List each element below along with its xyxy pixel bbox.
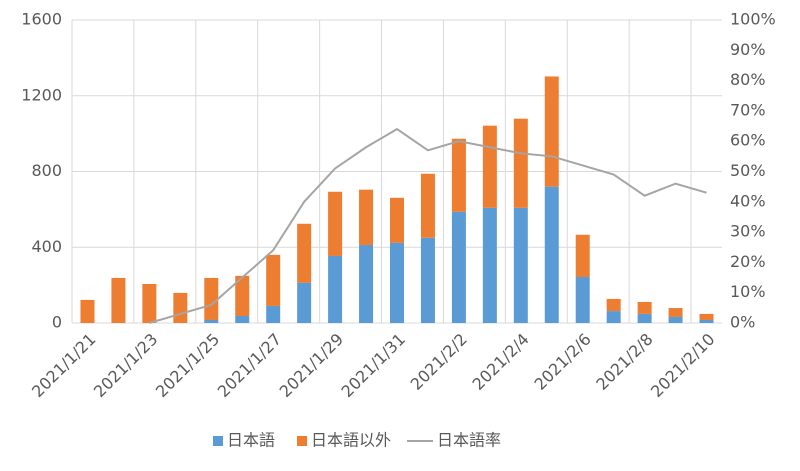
x-tick-label: 2021/1/29 <box>276 330 347 401</box>
bar <box>482 207 497 323</box>
bar <box>420 237 435 323</box>
x-tick-label: 2021/2/8 <box>592 330 656 394</box>
bar <box>328 255 343 323</box>
y-tick-label: 1600 <box>21 10 62 29</box>
x-tick-label: 2021/2/6 <box>530 330 594 394</box>
bar <box>637 313 652 323</box>
bar <box>451 211 466 323</box>
bar <box>204 277 219 320</box>
bar <box>266 254 281 306</box>
bar <box>544 76 559 187</box>
bar <box>637 301 652 314</box>
bar <box>420 173 435 238</box>
x-tick-label: 2021/2/2 <box>407 330 471 394</box>
bar <box>668 316 683 323</box>
bar <box>513 118 528 208</box>
y-tick-label: 0 <box>52 313 62 332</box>
y2-tick-label: 80% <box>730 70 766 89</box>
y-tick-label: 1200 <box>21 85 62 104</box>
bar <box>142 283 157 323</box>
x-tick-label: 2021/1/21 <box>28 330 99 401</box>
y2-tick-label: 20% <box>730 252 766 271</box>
legend-label: 日本語 <box>227 431 275 450</box>
legend-marker <box>213 436 223 446</box>
x-tick-label: 2021/2/10 <box>647 330 718 401</box>
x-tick-label: 2021/2/4 <box>469 330 533 394</box>
bar <box>544 186 559 323</box>
x-tick-label: 2021/1/25 <box>152 330 223 401</box>
legend-label: 日本語率 <box>437 431 501 450</box>
legend-marker <box>297 436 308 446</box>
bar <box>390 197 404 243</box>
y-tick-label: 400 <box>31 237 62 256</box>
bar <box>699 313 714 320</box>
line <box>149 127 707 324</box>
y2-tick-label: 30% <box>730 222 766 241</box>
bar <box>328 191 343 256</box>
x-tick-label: 2021/1/23 <box>90 330 161 401</box>
bar <box>606 298 621 312</box>
bar <box>451 138 466 212</box>
y2-tick-label: 0% <box>730 313 755 332</box>
y2-tick-label: 90% <box>730 40 766 59</box>
x-tick-label: 2021/1/27 <box>214 330 285 401</box>
bar <box>482 125 497 208</box>
bar <box>297 282 312 323</box>
bar <box>575 276 590 323</box>
bar <box>606 311 621 323</box>
bar <box>575 234 590 277</box>
bar <box>390 242 404 323</box>
y-tick-label: 800 <box>31 161 62 180</box>
y2-tick-label: 10% <box>730 282 766 301</box>
x-tick-label: 2021/1/31 <box>338 330 409 401</box>
bar <box>297 223 312 283</box>
bar <box>204 319 219 323</box>
bar <box>235 275 250 316</box>
bar <box>173 292 188 323</box>
bar <box>80 299 95 323</box>
y2-tick-label: 70% <box>730 100 766 119</box>
bar <box>513 207 528 323</box>
bar <box>111 277 126 323</box>
legend-label: 日本語以外 <box>311 431 391 450</box>
bar <box>359 189 374 245</box>
bar <box>699 319 714 323</box>
y2-tick-label: 60% <box>730 131 766 150</box>
bar <box>359 244 374 323</box>
y2-tick-label: 100% <box>730 10 776 29</box>
y2-tick-label: 50% <box>730 161 766 180</box>
bar <box>266 305 281 323</box>
y2-tick-label: 40% <box>730 191 766 210</box>
bar <box>668 308 683 317</box>
bar <box>235 315 250 323</box>
